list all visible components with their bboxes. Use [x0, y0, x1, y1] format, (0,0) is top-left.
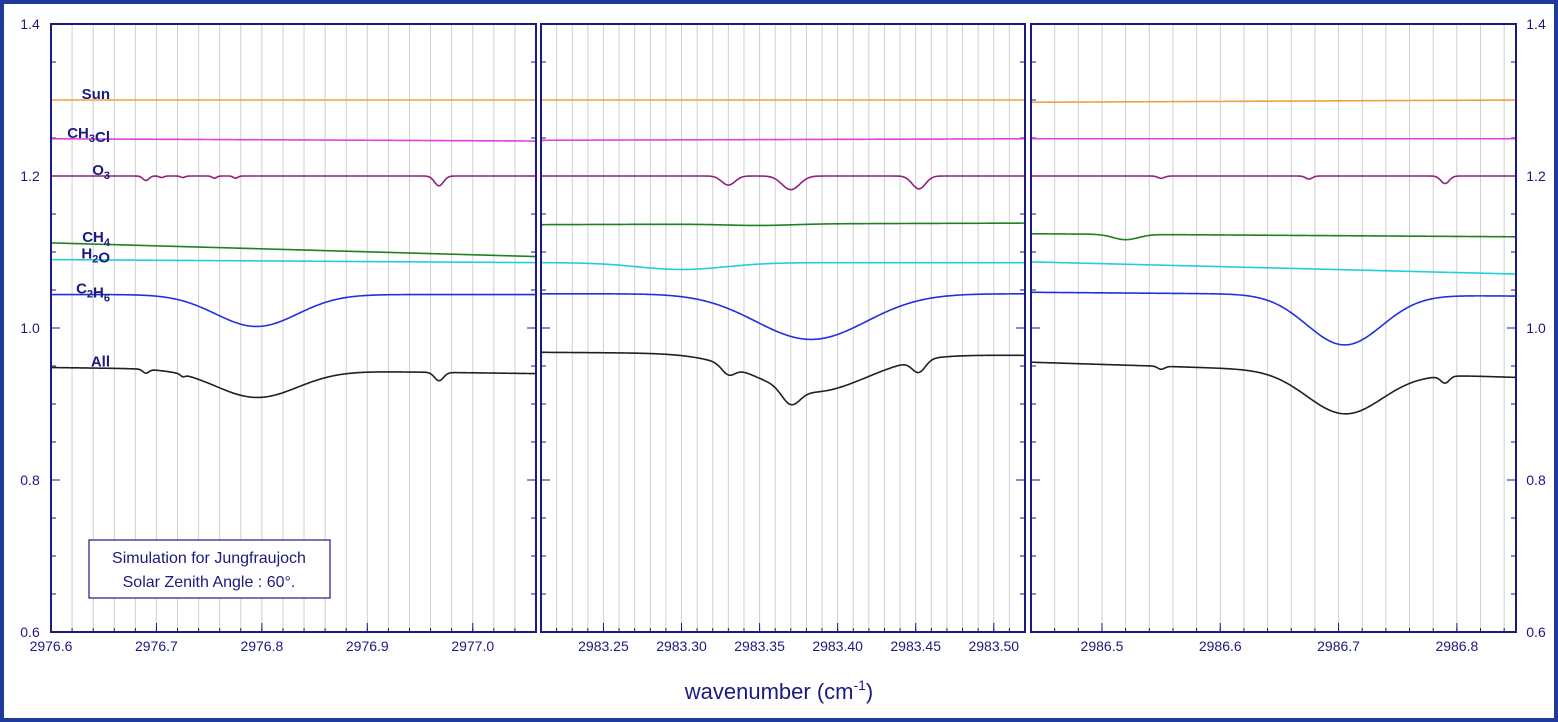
series-label-c2h6: C2H6 — [76, 281, 110, 305]
x-tick-label: 2986.7 — [1317, 638, 1360, 654]
series-line-ch4 — [541, 222, 1025, 227]
panel-frame — [50, 23, 537, 633]
y-tick-label-left: 1.4 — [20, 16, 40, 32]
series-line-sun — [1030, 99, 1517, 104]
x-tick-label: 2976.8 — [240, 638, 283, 654]
x-tick-label: 2986.5 — [1081, 638, 1124, 654]
y-tick-label-left: 1.2 — [20, 168, 40, 184]
series-line-h2o — [1030, 261, 1517, 275]
y-tick-label-right: 1.4 — [1526, 16, 1546, 32]
x-tick-label: 2976.7 — [135, 638, 178, 654]
series-label-o3: O3 — [92, 162, 110, 182]
x-tick-label: 2983.35 — [734, 638, 785, 654]
series-label-h2o: H2O — [81, 246, 110, 267]
series-line-ch3cl — [50, 137, 537, 142]
annotation-box: Simulation for Jungfraujoch Solar Zenith… — [88, 539, 331, 599]
annotation-line-1: Simulation for Jungfraujoch — [112, 550, 306, 567]
x-axis-title-suffix: ) — [866, 679, 873, 704]
x-axis-title: wavenumber (cm-1) — [684, 677, 874, 704]
x-tick-label: 2983.50 — [968, 638, 1019, 654]
y-tick-label-right: 0.8 — [1526, 472, 1546, 488]
x-tick-label: 2983.30 — [656, 638, 707, 654]
series-label-all: All — [91, 354, 110, 371]
x-tick-label: 2983.40 — [812, 638, 863, 654]
series-label-ch4: CH4 — [82, 229, 111, 249]
series-line-o3 — [51, 175, 536, 187]
annotation-line-2: Solar Zenith Angle : 60°. — [123, 574, 296, 591]
series-line-h2o — [540, 261, 1025, 271]
y-tick-label-left: 0.8 — [20, 472, 40, 488]
x-tick-label: 2986.8 — [1435, 638, 1478, 654]
x-tick-label: 2983.45 — [890, 638, 941, 654]
series-line-ch3cl — [541, 137, 1025, 142]
panel-1: 2976.6 2976.7 2976.8 2976.9 2977.0 — [30, 23, 537, 654]
x-tick-label: 2986.6 — [1199, 638, 1242, 654]
y-tick-label-left: 0.6 — [20, 624, 40, 640]
series-line-c2h6 — [541, 293, 1025, 341]
series-line-all — [1030, 361, 1517, 415]
spectral-chart: 2976.6 2976.7 2976.8 2976.9 2977.0 2983.25 298… — [20, 16, 1546, 704]
chart-frame: 2976.6 2976.7 2976.8 2976.9 2977.0 2983.25 298… — [4, 4, 1554, 718]
series-line-o3 — [1031, 175, 1516, 185]
series-label-sun: Sun — [82, 86, 110, 103]
series-line-all — [540, 351, 1026, 406]
y-tick-label-right: 0.6 — [1526, 624, 1546, 640]
series-line-ch4 — [1030, 232, 1517, 241]
y-tick-label-right: 1.2 — [1526, 168, 1546, 184]
x-tick-label: 2983.25 — [578, 638, 629, 654]
panel-2: 2983.25 2983.30 2983.35 2983.40 2983.45 2983.… — [540, 23, 1026, 654]
series-line-c2h6 — [51, 293, 536, 328]
series-line-c2h6 — [1030, 291, 1517, 346]
series-line-h2o — [50, 258, 537, 264]
x-axis-title-main: wavenumber (cm — [684, 679, 854, 704]
panel-frame — [540, 23, 1026, 633]
y-axis-labels: 0.6 0.6 0.8 0.8 1.0 1.0 1.2 1.2 1.4 1.4 — [20, 16, 1546, 640]
x-tick-label: 2977.0 — [451, 638, 494, 654]
y-tick-label-right: 1.0 — [1526, 320, 1546, 336]
y-tick-label-left: 1.0 — [20, 320, 40, 336]
series-label-ch3cl: CH3Cl — [67, 125, 110, 146]
series-line-o3 — [541, 175, 1025, 191]
series-line-ch4 — [50, 242, 537, 258]
panel-frame — [1030, 23, 1517, 633]
panel-3: 2986.5 2986.6 2986.7 2986.8 — [1030, 23, 1517, 654]
panels-layer: 2976.6 2976.7 2976.8 2976.9 2977.0 2983.25 298… — [30, 23, 1517, 654]
x-tick-label: 2976.9 — [346, 638, 389, 654]
series-line-all — [50, 366, 537, 399]
x-axis-title-sup: -1 — [853, 677, 866, 693]
x-tick-label: 2976.6 — [30, 638, 73, 654]
